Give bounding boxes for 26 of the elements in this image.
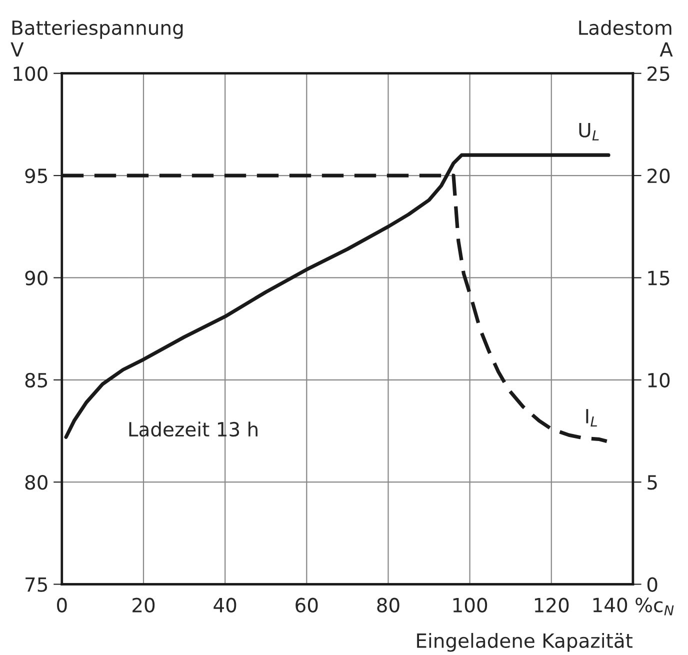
x-tick-label: 120 bbox=[534, 598, 569, 613]
x-tick-label: 140 %c$_{N}$ bbox=[593, 598, 674, 616]
annotation: Ladezeit 13 h bbox=[129, 422, 258, 437]
x-tick-label: 40 bbox=[214, 598, 236, 613]
y-tick-label: 75 bbox=[26, 577, 48, 592]
x-tick-label: 60 bbox=[296, 598, 318, 613]
x-tick-label: 20 bbox=[132, 598, 155, 613]
y2-tick-label: 10 bbox=[648, 372, 670, 388]
y-tick-label: 100 bbox=[14, 66, 48, 82]
x-tick-label: 80 bbox=[377, 598, 400, 613]
y2-tick-label: 5 bbox=[648, 475, 657, 490]
y2-tick-label: 25 bbox=[648, 66, 670, 82]
y2-tick-label: 20 bbox=[648, 168, 670, 184]
y2-axis-title: Ladestom A bbox=[579, 20, 673, 57]
y-tick-label: 90 bbox=[25, 270, 48, 286]
y2-tick-label: 15 bbox=[648, 270, 670, 286]
x-axis-title: Eingeladene Kapazität bbox=[417, 632, 632, 652]
x-tick-label: 100 bbox=[453, 598, 488, 613]
y-axis-title: Batteriespannung V bbox=[10, 20, 183, 57]
x-tick-label: 0 bbox=[57, 598, 67, 613]
series-label: U$_{L}$ bbox=[579, 122, 599, 140]
y-tick-label: 80 bbox=[25, 475, 48, 490]
y-tick-label: 85 bbox=[25, 372, 48, 388]
y2-tick-label: 0 bbox=[647, 577, 658, 592]
y-tick-label: 95 bbox=[25, 168, 48, 184]
series-label: I$_{L}$ bbox=[586, 409, 598, 426]
